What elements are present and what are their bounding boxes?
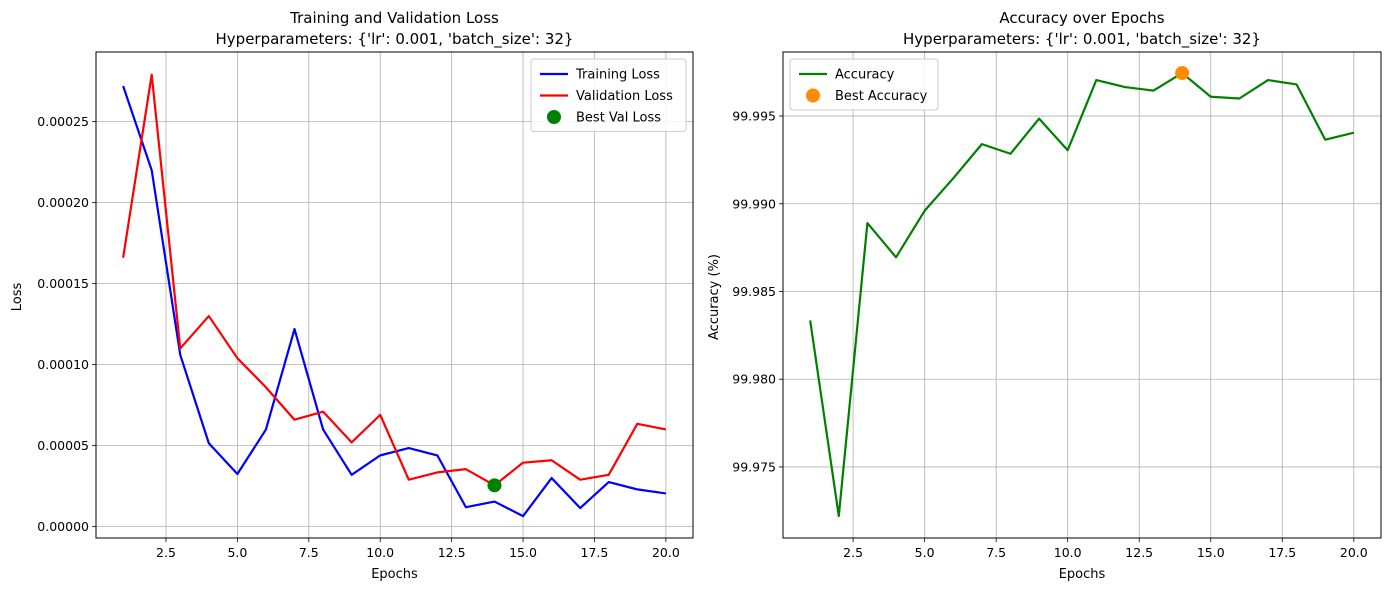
accuracy-chart-legend-label: Accuracy: [835, 68, 895, 83]
loss-chart-series: [122, 73, 667, 518]
accuracy-chart-x-axis-label: Epochs: [1059, 567, 1106, 582]
loss-chart-y-axis-label: Loss: [10, 283, 25, 312]
accuracy-chart-best-marker: [1175, 66, 1190, 81]
accuracy-chart-y-tick-label: 99.980: [732, 372, 776, 387]
loss-chart-legend-label: Best Val Loss: [576, 111, 661, 126]
loss-chart-x-axis-label: Epochs: [371, 567, 418, 582]
loss-chart-legend-swatch: [547, 110, 561, 124]
accuracy-chart-y-axis-label: Accuracy (%): [707, 254, 722, 340]
accuracy-chart-x-tick-label: 12.5: [1125, 545, 1153, 560]
loss-chart-x-tick-label: 7.5: [299, 545, 319, 560]
accuracy-chart-plot-area: [782, 51, 1382, 539]
loss-chart-y-tick-label: 0.00000: [37, 519, 89, 534]
accuracy-chart-x-tick-label: 10.0: [1054, 545, 1082, 560]
accuracy-chart-title: Accuracy over Epochs: [999, 9, 1164, 27]
loss-chart-subtitle: Hyperparameters: {'lr': 0.001, 'batch_si…: [216, 30, 574, 49]
accuracy-chart-series: [809, 66, 1355, 518]
accuracy-chart-ticks: 2.5 5.0 7.5 10.0 12.5 15.0 17.5 20.0 99.975 99.98…: [732, 109, 1368, 560]
accuracy-chart: Accuracy over Epochs Hyperparameters: {'…: [707, 9, 1382, 582]
loss-chart-legend-box: [530, 58, 687, 132]
accuracy-chart-legend-label: Best Accuracy: [835, 89, 928, 104]
loss-chart-series-1-line: [122, 73, 667, 487]
loss-chart-x-tick-label: 12.5: [438, 545, 466, 560]
loss-chart-title: Training and Validation Loss: [289, 9, 499, 27]
loss-chart: Training and Validation Loss Hyperparame…: [10, 9, 694, 582]
loss-chart-legend: Training Loss Validation Loss Best Val Los…: [530, 58, 687, 132]
accuracy-chart-x-tick-label: 15.0: [1197, 545, 1225, 560]
loss-chart-x-tick-label: 20.0: [652, 545, 680, 560]
accuracy-chart-series-0-line: [809, 71, 1355, 518]
loss-chart-ticks: 2.5 5.0 7.5 10.0 12.5 15.0 17.5 20.0 0.00000 0.00…: [37, 114, 680, 560]
loss-chart-x-tick-label: 2.5: [156, 545, 176, 560]
accuracy-chart-legend-box: [789, 58, 939, 111]
accuracy-chart-y-tick-label: 99.990: [732, 196, 776, 211]
loss-chart-best-marker: [487, 478, 502, 493]
loss-chart-legend-label: Training Loss: [575, 68, 660, 83]
accuracy-chart-grid: [783, 52, 1381, 538]
loss-chart-legend-label: Validation Loss: [576, 89, 673, 104]
accuracy-chart-subtitle: Hyperparameters: {'lr': 0.001, 'batch_si…: [903, 30, 1261, 49]
accuracy-chart-y-tick-label: 99.975: [732, 459, 776, 474]
accuracy-chart-x-tick-label: 17.5: [1268, 545, 1296, 560]
loss-chart-y-tick-label: 0.00020: [37, 195, 89, 210]
loss-chart-x-tick-label: 17.5: [581, 545, 609, 560]
accuracy-chart-x-tick-label: 2.5: [843, 545, 863, 560]
loss-chart-x-tick-label: 5.0: [227, 545, 247, 560]
accuracy-chart-x-tick-label: 7.5: [986, 545, 1006, 560]
loss-chart-x-tick-label: 10.0: [366, 545, 394, 560]
accuracy-chart-x-tick-label: 5.0: [915, 545, 935, 560]
loss-chart-y-tick-label: 0.00005: [37, 438, 89, 453]
accuracy-chart-y-tick-label: 99.995: [732, 109, 776, 124]
loss-chart-y-tick-label: 0.00015: [37, 276, 89, 291]
accuracy-chart-x-tick-label: 20.0: [1340, 545, 1368, 560]
loss-chart-y-tick-label: 0.00010: [37, 357, 89, 372]
loss-chart-series-0-line: [122, 85, 667, 518]
accuracy-chart-legend-swatch: [806, 88, 820, 103]
accuracy-chart-legend: Accuracy Best Accuracy: [789, 58, 939, 111]
loss-chart-plot-area: [95, 51, 694, 539]
loss-chart-y-tick-label: 0.00025: [37, 114, 89, 129]
accuracy-chart-y-tick-label: 99.985: [732, 284, 776, 299]
loss-chart-x-tick-label: 15.0: [509, 545, 537, 560]
